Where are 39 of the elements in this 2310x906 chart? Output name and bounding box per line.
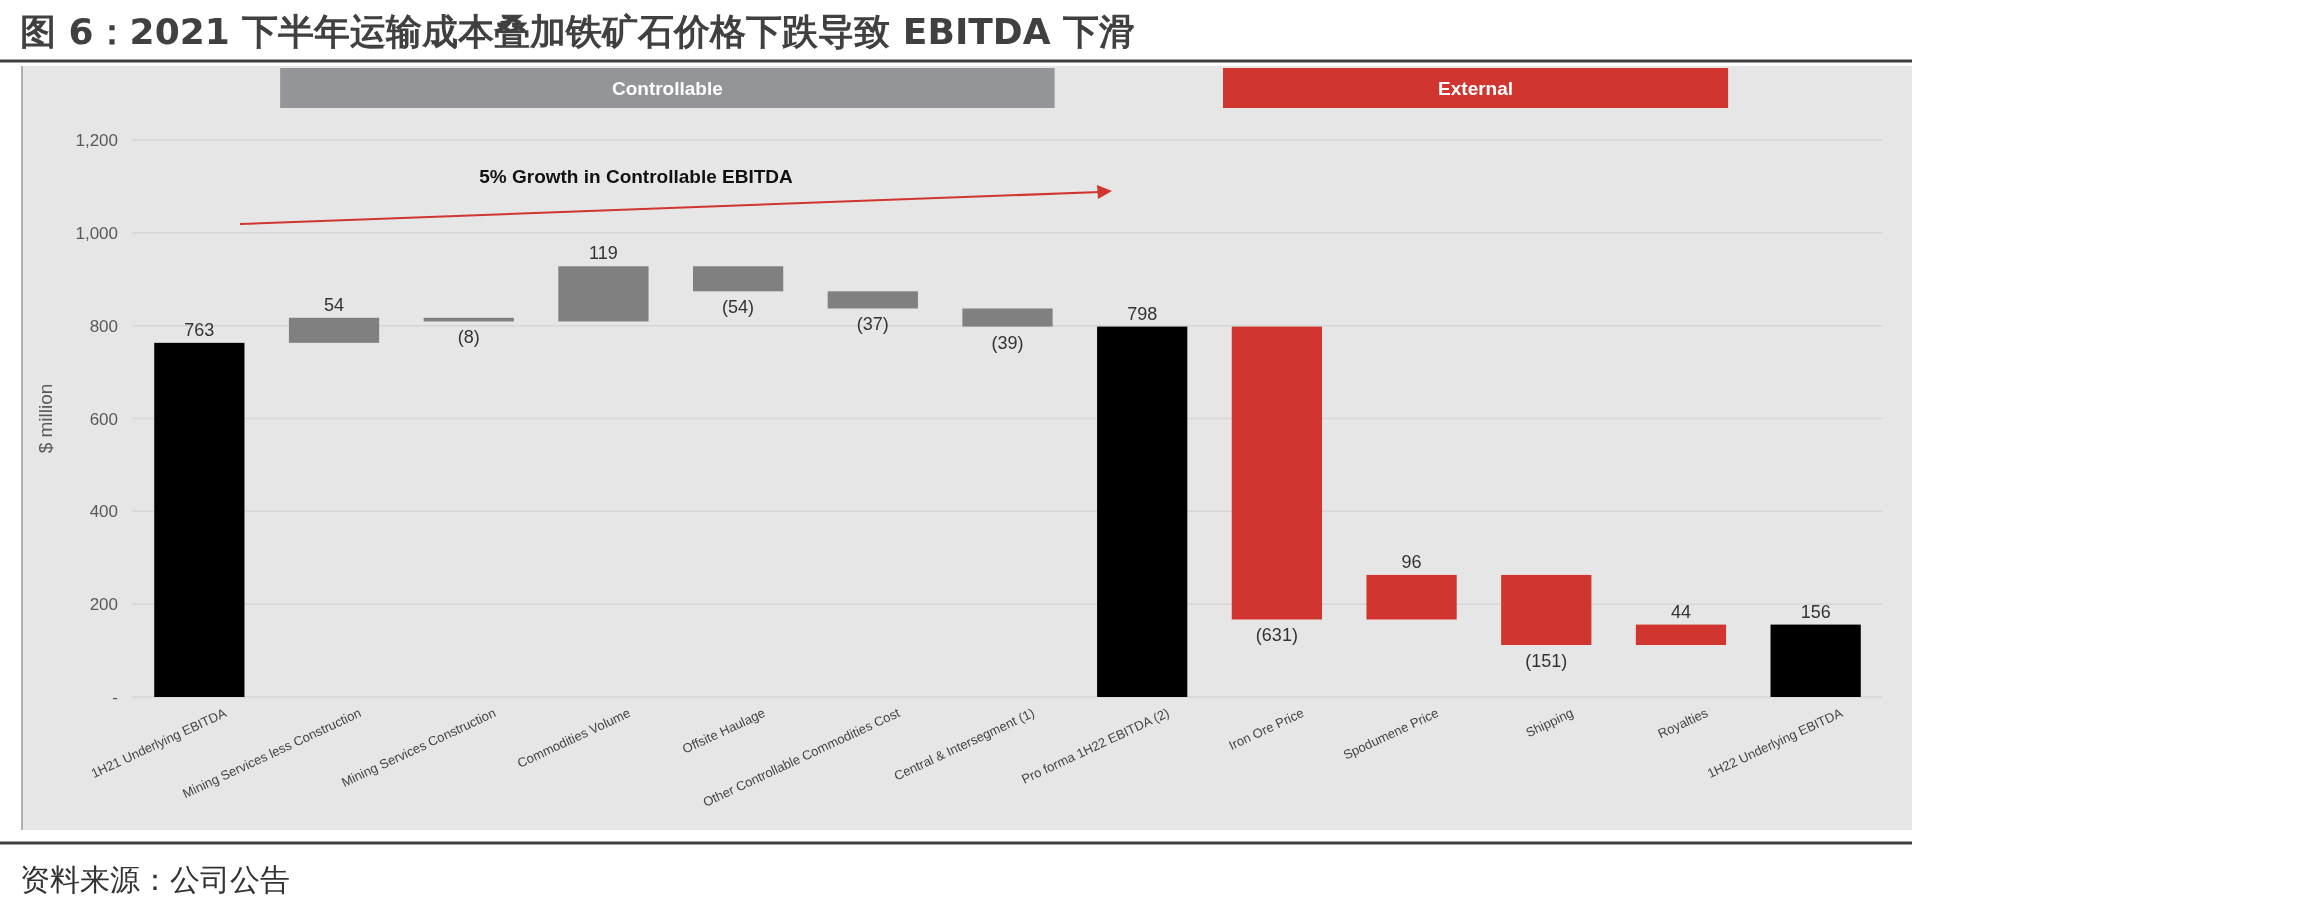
annotation: 5% Growth in Controllable EBITDA [479, 166, 794, 187]
data-label: (8) [457, 327, 480, 348]
bar [1097, 326, 1188, 697]
y-tick-label: 600 [89, 409, 118, 429]
text: 资料来源：公司公告 [20, 862, 290, 897]
bar [558, 266, 649, 322]
bar [154, 342, 245, 697]
data-label: 763 [184, 319, 215, 340]
bar [1231, 326, 1322, 620]
data-label: (39) [991, 332, 1024, 353]
bar [288, 317, 380, 343]
bar [1366, 574, 1457, 620]
bar [827, 291, 918, 309]
data-label: 156 [1800, 601, 1831, 622]
data-label: 96 [1401, 551, 1422, 572]
data-label: (151) [1525, 651, 1568, 672]
text: External [1438, 78, 1514, 99]
y-tick-label: 200 [89, 595, 118, 615]
data-label: 119 [589, 243, 618, 264]
x-tick-label: Iron Ore Price [1226, 705, 1307, 753]
data-label: (37) [856, 314, 889, 335]
y-tick-label: 800 [89, 316, 118, 336]
y-tick-label: 1,200 [75, 131, 118, 150]
bar [692, 266, 784, 292]
text: Controllable [611, 78, 723, 99]
data-label: (54) [722, 297, 755, 318]
data-label: (631) [1255, 625, 1298, 646]
y-axis-title: $ million [35, 383, 56, 454]
data-label: 44 [1670, 601, 1691, 622]
y-tick-label: 1,000 [75, 223, 118, 243]
data-label: 54 [324, 294, 345, 315]
bar [1635, 624, 1727, 646]
data-label: 798 [1127, 303, 1158, 324]
bar [962, 308, 1053, 327]
chart-title: 图 6：2021 下半年运输成本叠加铁矿石价格下跌导致 EBITDA 下滑 [20, 11, 1136, 52]
y-tick-label: 400 [89, 502, 118, 522]
bar [1501, 574, 1592, 646]
y-tick-label: - [112, 688, 118, 707]
bar [1770, 624, 1861, 697]
